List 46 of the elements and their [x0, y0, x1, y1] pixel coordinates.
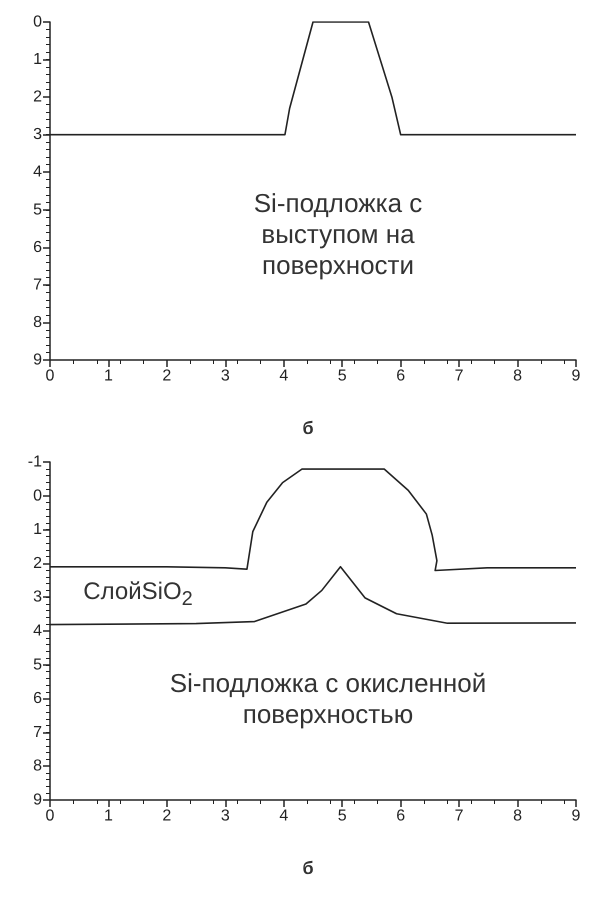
y-tick-label: 7: [33, 724, 42, 741]
x-tick-label: 0: [46, 808, 55, 824]
x-tick-label: 7: [454, 808, 464, 824]
x-tick-label: 6: [396, 368, 406, 384]
y-tick-label: 3: [33, 126, 42, 144]
x-tick-label: 6: [396, 808, 406, 824]
x-tick-label: 5: [338, 808, 347, 824]
y-tick-label: 2: [33, 554, 42, 572]
x-tick-label: 7: [454, 368, 464, 384]
annotation: СлойSiO$_{2}$: [83, 578, 193, 611]
x-tick-label: 4: [279, 808, 288, 824]
x-tick-label: 9: [572, 808, 581, 824]
y-tick-label: 4: [33, 622, 42, 640]
y-tick-label: -1: [28, 454, 42, 470]
y-tick-label: 8: [33, 758, 42, 775]
y-tick-label: 6: [33, 238, 42, 256]
y-tick-label: 0: [33, 14, 42, 30]
x-tick-label: 2: [162, 808, 172, 824]
x-tick-label: 1: [104, 808, 113, 824]
y-tick-label: 4: [33, 164, 42, 181]
x-tick-label: 1: [104, 368, 113, 384]
y-tick-label: 1: [33, 521, 42, 538]
y-tick-label: 5: [33, 656, 42, 674]
y-tick-label: 3: [33, 588, 42, 606]
x-tick-label: 0: [46, 368, 55, 384]
x-tick-label: 8: [513, 368, 522, 384]
y-tick-label: 7: [33, 276, 42, 294]
y-tick-label: 0: [33, 487, 42, 504]
y-tick-label: 6: [33, 690, 42, 708]
x-tick-label: 8: [513, 808, 522, 824]
y-tick-label: 9: [33, 792, 42, 808]
annotation: Si-подложка с выступом на поверхности: [254, 188, 422, 282]
text: б: [302, 418, 314, 440]
y-tick-label: 5: [33, 201, 42, 218]
x-tick-label: 4: [279, 368, 288, 384]
x-tick-label: 3: [220, 368, 230, 384]
x-tick-label: 3: [220, 808, 230, 824]
x-tick-label: 2: [162, 368, 172, 384]
y-tick-label: 2: [33, 88, 42, 106]
y-tick-label: 1: [33, 51, 42, 68]
y-tick-label: 9: [33, 352, 42, 368]
x-tick-label: 5: [338, 368, 347, 384]
x-tick-label: 9: [572, 368, 581, 384]
text: б: [302, 858, 314, 880]
y-tick-label: 8: [33, 314, 42, 331]
annotation: Si-подложка с окисленной поверхностью: [170, 668, 486, 730]
